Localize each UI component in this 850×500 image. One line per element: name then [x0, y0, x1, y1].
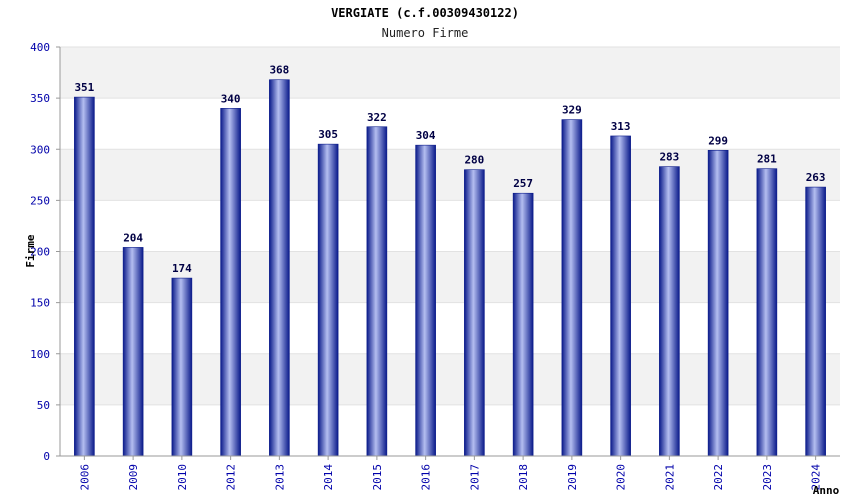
y-tick-label: 0: [43, 450, 50, 463]
bar-2016: [415, 144, 436, 457]
bar-2019: [561, 119, 583, 457]
grid-band: [60, 98, 840, 150]
y-tick-label: 250: [30, 194, 50, 207]
bar-2024: [805, 186, 826, 457]
bar-2010: [171, 277, 193, 457]
x-tick-label-2013: 2013: [273, 464, 286, 491]
bar-2021: [659, 166, 680, 457]
chart-title: VERGIATE (c.f.00309430122): [331, 6, 519, 20]
x-axis-ticks: 2006 2009 2010 2012 2013 2014 2015 2016 2017 2018…: [78, 456, 823, 491]
value-label-2023: 281: [757, 153, 777, 166]
x-tick-label-2006: 2006: [78, 464, 91, 491]
value-label-2019: 329: [562, 104, 582, 117]
x-tick-label-2016: 2016: [420, 464, 433, 491]
y-axis-ticks: 0 50 100 150 200 250 300 350 400: [30, 41, 60, 463]
x-tick-label-2023: 2023: [761, 464, 774, 491]
x-tick-label-2021: 2021: [663, 464, 676, 491]
x-tick-label-2024: 2024: [810, 464, 823, 491]
value-label-2012: 340: [221, 92, 241, 105]
value-label-2015: 322: [367, 111, 387, 124]
y-tick-label: 400: [30, 41, 50, 54]
y-tick-label: 50: [37, 399, 50, 412]
value-label-2013: 368: [269, 64, 289, 77]
bar-2018: [512, 192, 534, 457]
y-tick-label: 150: [30, 297, 50, 310]
value-label-2021: 283: [659, 151, 679, 164]
y-tick-label: 300: [30, 143, 50, 156]
bar-2015: [366, 126, 388, 457]
value-label-2024: 263: [806, 171, 826, 184]
x-tick-label-2017: 2017: [468, 464, 481, 491]
bar-2020: [610, 135, 631, 457]
x-tick-label-2022: 2022: [712, 464, 725, 491]
chart-subtitle: Numero Firme: [382, 26, 469, 40]
x-tick-label-2019: 2019: [566, 464, 579, 491]
value-label-2017: 280: [464, 154, 484, 167]
bar-2012: [220, 108, 241, 457]
y-tick-label: 350: [30, 92, 50, 105]
value-labels: 351 204 174 340 368 305 322 304 280 257 329 313 283 2…: [74, 64, 825, 275]
x-tick-label-2009: 2009: [127, 464, 140, 491]
x-tick-label-2010: 2010: [176, 464, 189, 491]
x-tick-label-2020: 2020: [615, 464, 628, 491]
value-label-2006: 351: [74, 81, 94, 94]
value-label-2010: 174: [172, 262, 192, 275]
grid-band: [60, 47, 840, 99]
bar-2009: [122, 247, 144, 457]
y-axis-label: Firme: [24, 234, 37, 267]
value-label-2014: 305: [318, 128, 338, 141]
bar-2022: [707, 149, 729, 457]
bars: [74, 79, 826, 457]
bar-2017: [464, 169, 485, 457]
x-tick-label-2014: 2014: [322, 464, 335, 491]
value-label-2009: 204: [123, 231, 143, 244]
x-tick-label-2012: 2012: [225, 464, 238, 491]
x-tick-label-2018: 2018: [517, 464, 530, 491]
bar-2006: [74, 96, 95, 457]
bar-2023: [756, 168, 778, 457]
y-tick-label: 200: [30, 246, 50, 259]
y-tick-label: 100: [30, 348, 50, 361]
value-label-2016: 304: [416, 129, 436, 142]
x-axis-label: Anno: [813, 484, 840, 497]
value-label-2022: 299: [708, 134, 728, 147]
value-label-2020: 313: [611, 120, 631, 133]
value-label-2018: 257: [513, 177, 533, 190]
x-tick-label-2015: 2015: [371, 464, 384, 491]
bar-2013: [269, 79, 290, 457]
bar-2014: [317, 143, 339, 457]
